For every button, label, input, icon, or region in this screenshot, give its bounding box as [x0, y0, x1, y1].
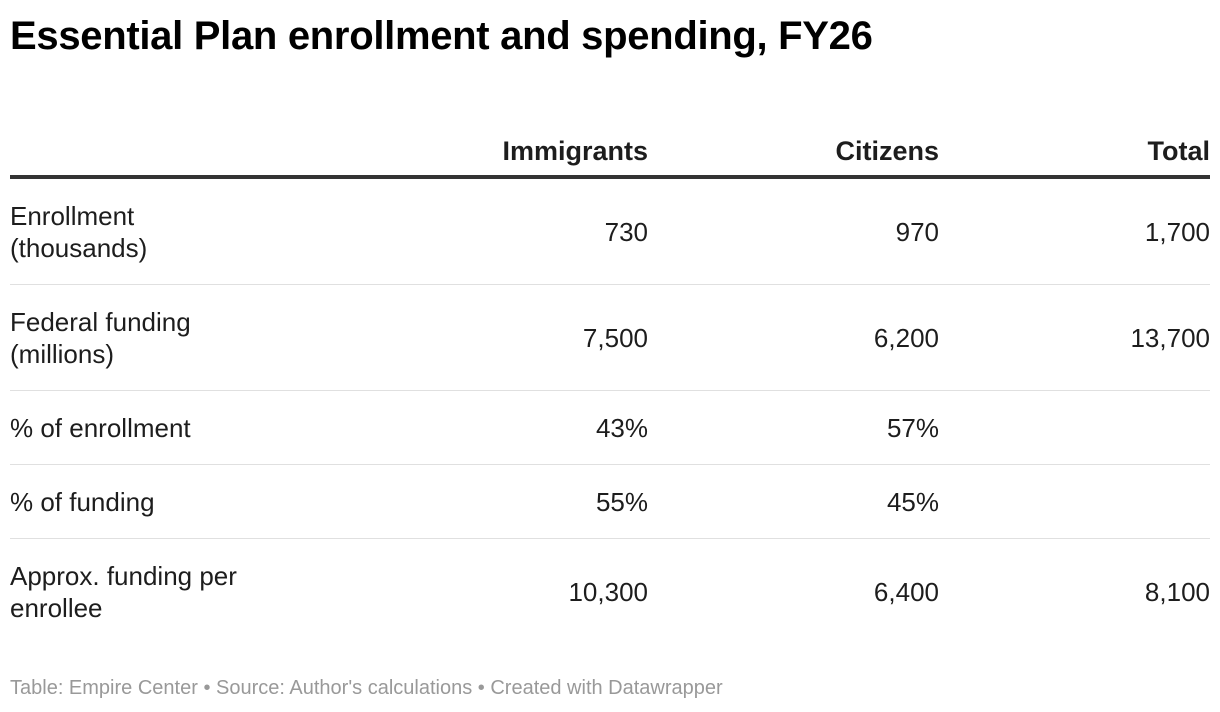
column-header-label [10, 108, 300, 179]
cell-immigrants: 55% [300, 464, 648, 539]
footer-separator: • [477, 677, 485, 699]
table-row-pct-funding: % of funding 55% 45% [10, 464, 1210, 539]
chart-title: Essential Plan enrollment and spending, … [10, 14, 873, 58]
cell-citizens: 57% [648, 390, 939, 465]
cell-citizens: 6,400 [873, 577, 939, 607]
row-label: % of enrollment [10, 390, 300, 465]
column-header-total: Total [939, 108, 1210, 179]
footer-created-with: Created with Datawrapper [490, 677, 723, 699]
footer-source: Source: Author's calculations [216, 677, 473, 699]
row-label: Approx. funding per enrollee [10, 561, 237, 623]
cell-immigrants: 730 [300, 177, 648, 285]
row-label: Enrollment (thousands) [10, 177, 300, 285]
row-label: % of funding [10, 464, 300, 539]
table-row-enrollment: Enrollment (thousands) 730 970 1,700 [10, 177, 1210, 285]
cell-total [939, 464, 1210, 539]
cell-total: 1,700 [939, 177, 1210, 285]
row-label: Federal funding (millions) [10, 284, 300, 391]
column-header-immigrants: Immigrants [300, 108, 648, 179]
cell-citizens: 45% [648, 464, 939, 539]
cell-immigrants: 43% [300, 390, 648, 465]
cell-immigrants: 7,500 [300, 284, 648, 391]
footer-separator: • [203, 677, 211, 699]
cell-total: 8,100 [1144, 577, 1210, 607]
cell-total: 13,700 [939, 284, 1210, 391]
cell-citizens: 970 [648, 177, 939, 285]
table-row-pct-enrollment: % of enrollment 43% 57% [10, 390, 1210, 465]
cell-total [939, 390, 1210, 465]
cell-citizens: 6,200 [648, 284, 939, 391]
table-row-funding-per-enrollee: Approx. funding per enrollee 10,300 6,40… [10, 539, 1210, 646]
header-row: Immigrants Citizens Total [10, 108, 1210, 179]
column-header-citizens: Citizens [648, 108, 939, 179]
data-table: Immigrants Citizens Total Enrollment (th… [10, 108, 1210, 645]
footer-table-credit: Table: Empire Center [10, 677, 198, 699]
footer-credits: Table: Empire Center • Source: Author's … [10, 676, 723, 700]
cell-immigrants: 10,300 [568, 577, 648, 607]
table-row-federal-funding: Federal funding (millions) 7,500 6,200 1… [10, 284, 1210, 391]
